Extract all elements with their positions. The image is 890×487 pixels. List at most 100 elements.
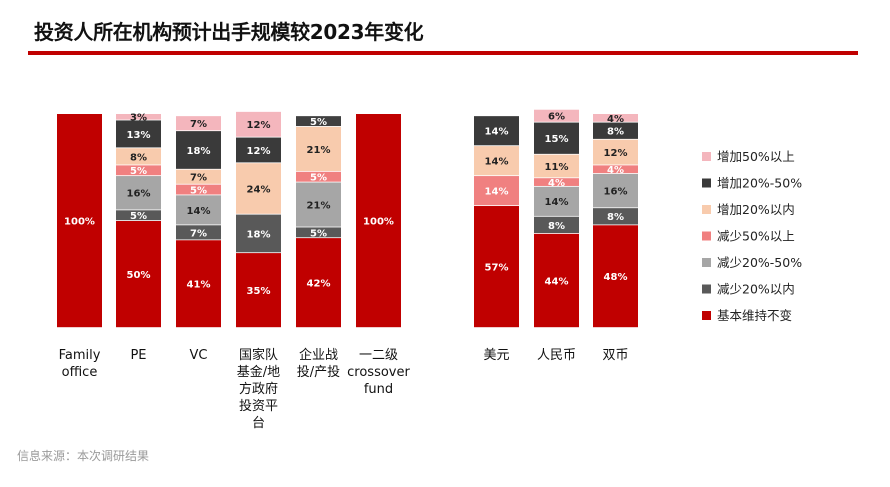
data-label: 3% (130, 113, 147, 124)
bar-segment (176, 184, 221, 195)
data-label: 5% (310, 173, 327, 184)
bar-segment (116, 165, 161, 176)
data-label: 8% (607, 212, 624, 223)
data-label: 7% (190, 228, 207, 239)
bar-segment (296, 171, 341, 182)
data-label: 12% (604, 148, 628, 159)
legend-swatch (702, 205, 711, 214)
legend-swatch (702, 284, 711, 294)
data-label: 8% (607, 127, 624, 138)
legend-label: 基本维持不变 (717, 308, 792, 323)
data-label: 14% (485, 187, 509, 198)
bar-segment (534, 154, 579, 178)
category-label: 人民币 (537, 348, 576, 363)
legend-label: 增加20%-50% (717, 176, 802, 191)
bar-segment (474, 176, 519, 206)
legend-swatch (702, 231, 711, 241)
bar-segment (534, 233, 579, 328)
data-label: 4% (548, 178, 565, 189)
bar-segment (116, 120, 161, 148)
category-label: crossover (347, 365, 410, 380)
bar-segment (176, 195, 221, 225)
legend-label: 减少20%-50% (717, 255, 802, 270)
bar-segment (296, 126, 341, 171)
bar-segment (534, 122, 579, 154)
bar-segment (116, 221, 161, 328)
bar-segment (534, 109, 579, 122)
bar-segment (474, 116, 519, 146)
bar-segment (593, 122, 638, 139)
bar-segment (296, 182, 341, 227)
bar-segment (57, 114, 102, 328)
title-divider (28, 51, 858, 55)
bar-segment (474, 206, 519, 328)
category-label: fund (364, 382, 393, 397)
data-label: 35% (247, 286, 271, 297)
category-label: office (62, 365, 98, 380)
data-label: 50% (127, 270, 151, 281)
data-label: 21% (307, 200, 331, 211)
data-label: 15% (545, 134, 569, 145)
legend-swatch (702, 178, 711, 188)
data-label: 5% (190, 185, 207, 196)
bar-segment (116, 114, 161, 120)
bar-segment (296, 227, 341, 238)
category-label: 方政府 (239, 381, 278, 397)
bar-segment (116, 176, 161, 210)
data-label: 41% (187, 280, 211, 291)
bar-segment (296, 116, 341, 127)
bar-segment (593, 139, 638, 165)
data-label: 11% (545, 162, 569, 173)
data-label: 18% (187, 146, 211, 157)
data-label: 21% (307, 145, 331, 156)
data-label: 100% (363, 217, 394, 228)
legend-label: 增加50%以上 (717, 149, 795, 164)
bar-segment (236, 137, 281, 163)
data-label: 5% (310, 117, 327, 128)
data-label: 5% (310, 228, 327, 239)
data-label: 14% (187, 206, 211, 217)
data-label: 16% (127, 189, 151, 200)
category-label: 双币 (602, 348, 628, 363)
bar-segment (236, 163, 281, 214)
data-label: 16% (604, 187, 628, 198)
data-label: 12% (247, 120, 271, 131)
data-label: 7% (190, 173, 207, 184)
legend-swatch (702, 152, 711, 161)
legend-swatch (702, 311, 711, 320)
bar-segment (593, 114, 638, 122)
bar-segment (116, 148, 161, 165)
category-label: Family (59, 348, 101, 363)
bar-segment (176, 225, 221, 240)
data-label: 24% (247, 184, 271, 195)
legend-label: 增加20%以内 (717, 202, 795, 217)
data-label: 5% (130, 211, 147, 222)
data-label: 48% (604, 272, 628, 283)
bar-segment (296, 238, 341, 328)
bar-segment (356, 114, 401, 328)
category-label: 企业战 (299, 347, 338, 363)
bar-segment (116, 210, 161, 221)
data-label: 6% (548, 112, 565, 123)
data-label: 100% (64, 217, 95, 228)
data-label: 13% (127, 130, 151, 141)
data-label: 14% (485, 127, 509, 138)
category-label: 投资平 (239, 398, 278, 414)
data-label: 4% (607, 165, 624, 176)
bar-segment (534, 178, 579, 186)
category-label: 美元 (483, 348, 509, 363)
data-label: 14% (545, 197, 569, 208)
data-label: 57% (485, 263, 509, 274)
bar-segment (593, 165, 638, 174)
bar-segment (176, 240, 221, 328)
bar-segment (534, 216, 579, 234)
legend-label: 减少20%以内 (717, 282, 795, 297)
legend-label: 减少50%以上 (717, 229, 795, 244)
bar-segment (593, 225, 638, 328)
category-label: 一二级 (359, 348, 398, 363)
legend-swatch (702, 258, 711, 267)
data-label: 14% (485, 157, 509, 168)
category-label: 国家队 (239, 347, 278, 363)
bar-segment (474, 146, 519, 176)
